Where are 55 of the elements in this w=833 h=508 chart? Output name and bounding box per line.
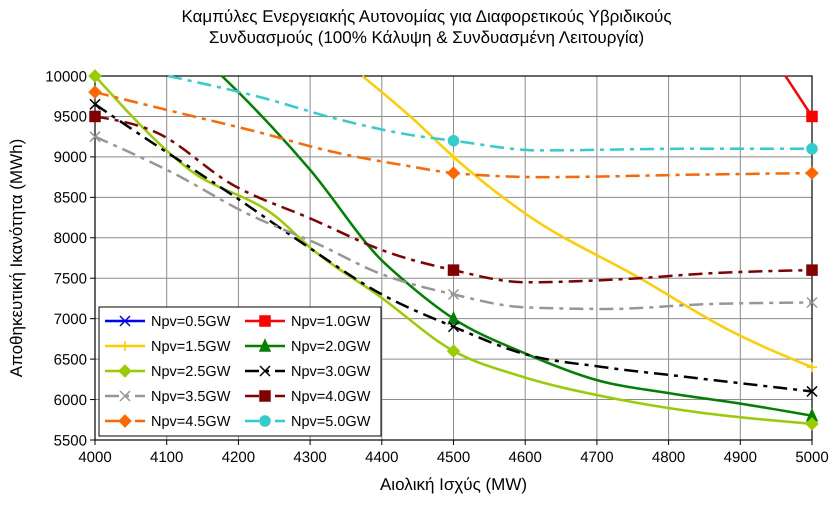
legend-label: Npv=2.0GW bbox=[291, 339, 371, 356]
legend-label: Npv=4.0GW bbox=[291, 389, 371, 406]
legend-label: Npv=3.5GW bbox=[151, 389, 231, 406]
y-tick-label: 6500 bbox=[54, 351, 87, 368]
x-tick-label: 4700 bbox=[580, 449, 614, 466]
x-tick-label: 4800 bbox=[652, 449, 686, 466]
point bbox=[89, 110, 101, 122]
x-tick-label: 4600 bbox=[508, 449, 542, 466]
legend-label: Npv=1.0GW bbox=[291, 314, 371, 330]
point bbox=[806, 296, 818, 308]
point bbox=[448, 134, 460, 146]
point bbox=[806, 110, 818, 122]
point bbox=[806, 143, 818, 155]
chart-title: Καμπύλες Ενεργειακής Αυτονομίας για Διαφορετικούς Υβριδικούς Συνδυασμούς (100% Κάλυψη & Συνδυασμένη Λειτουργία) bbox=[181, 7, 672, 47]
x-tick-label: 4500 bbox=[436, 449, 470, 466]
x-tick-label: 4200 bbox=[222, 449, 256, 466]
legend-label: Npv=4.5GW bbox=[151, 414, 231, 430]
y-tick-label: 9000 bbox=[54, 149, 87, 166]
y-axis-title: Αποθηκευτική Ικανότητα (MWh) bbox=[7, 138, 26, 378]
y-tick-label: 8000 bbox=[54, 230, 87, 248]
legend-label: Npv=2.5GW bbox=[151, 364, 231, 380]
x-tick-label: 4900 bbox=[724, 449, 757, 466]
point bbox=[448, 151, 460, 163]
legend-label: Npv=1.5GW bbox=[151, 339, 231, 356]
x-axis-title: Αιολική Ισχύς (MW) bbox=[380, 475, 528, 494]
x-tick-label: 4300 bbox=[293, 449, 327, 466]
point bbox=[88, 86, 102, 99]
point bbox=[806, 264, 818, 276]
y-tick-label: 7500 bbox=[54, 270, 87, 288]
y-tick-label: 5500 bbox=[54, 432, 87, 450]
point bbox=[447, 344, 460, 358]
x-tick-label: 4400 bbox=[365, 449, 398, 466]
point bbox=[88, 70, 102, 82]
legend-label: Npv=0.5GW bbox=[151, 314, 231, 330]
point bbox=[806, 417, 818, 430]
y-tick-label: 7000 bbox=[54, 310, 87, 328]
x-tick-label: 5000 bbox=[795, 449, 829, 466]
point bbox=[89, 98, 101, 110]
point bbox=[447, 166, 460, 180]
y-tick-label: 9500 bbox=[54, 108, 87, 126]
point bbox=[806, 386, 818, 398]
point bbox=[89, 130, 101, 142]
point bbox=[448, 288, 460, 300]
y-tick-label: 8500 bbox=[54, 190, 87, 207]
x-tick-label: 4100 bbox=[150, 449, 184, 466]
x-tick-label: 4000 bbox=[78, 449, 112, 466]
y-tick-label: 10000 bbox=[45, 68, 87, 86]
y-tick-label: 6000 bbox=[54, 392, 87, 409]
point bbox=[448, 264, 460, 276]
point bbox=[448, 312, 460, 324]
point bbox=[806, 361, 818, 373]
legend-label: Npv=3.0GW bbox=[291, 364, 371, 380]
legend-label: Npv=5.0GW bbox=[291, 414, 371, 430]
point bbox=[448, 321, 460, 333]
point bbox=[806, 166, 818, 180]
